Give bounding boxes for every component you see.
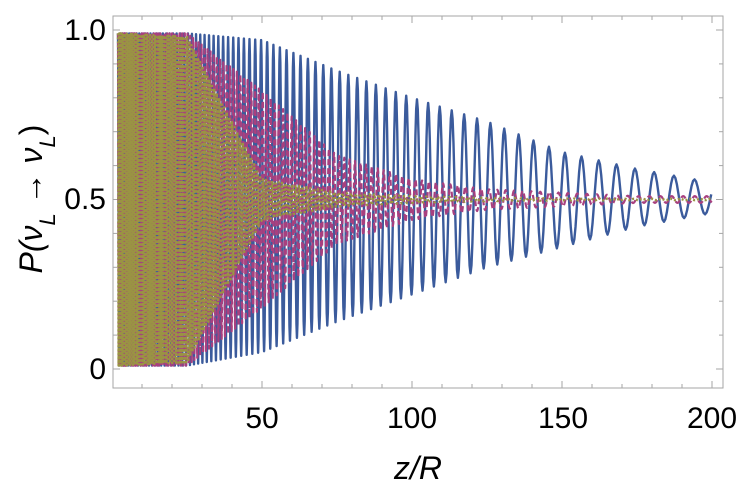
axis-ticks <box>113 16 723 388</box>
y-tick-label-0-5: 0.5 <box>64 183 106 216</box>
series-line-2 <box>116 32 713 367</box>
x-tick-labels: 50 100 150 200 <box>245 402 737 435</box>
y-axis-title: P(νL → νL) <box>13 125 60 274</box>
x-tick-label-150: 150 <box>538 402 588 435</box>
series-layer <box>116 32 713 367</box>
series-line-3 <box>116 32 712 367</box>
y-tick-labels: 0 0.5 1.0 <box>64 14 106 386</box>
x-tick-label-50: 50 <box>245 402 278 435</box>
x-tick-label-100: 100 <box>387 402 437 435</box>
y-tick-label-0: 0 <box>89 353 106 386</box>
y-tick-label-1-0: 1.0 <box>64 14 106 47</box>
x-axis-title: z/R <box>393 450 442 486</box>
x-tick-label-200: 200 <box>687 402 737 435</box>
